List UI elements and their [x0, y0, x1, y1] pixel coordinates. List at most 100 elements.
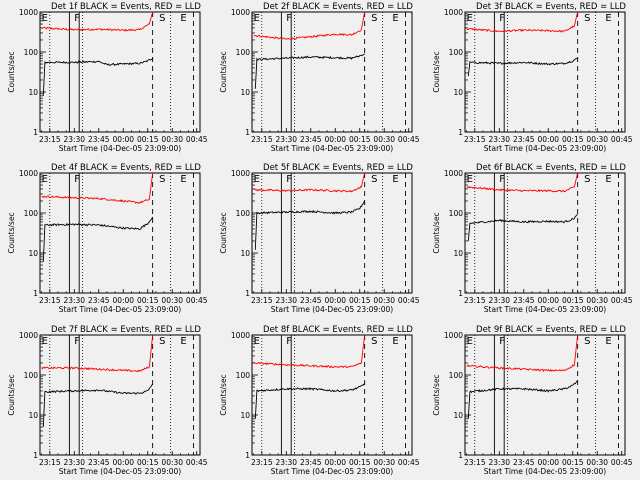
marker-f: F — [74, 336, 80, 347]
plot-frame — [39, 11, 201, 133]
x-tick-label: 00:15 — [349, 296, 371, 305]
x-tick-label: 00:00 — [112, 458, 134, 467]
plot-frame — [251, 334, 413, 456]
marker-e: E — [180, 174, 186, 185]
marker-s: S — [159, 174, 165, 185]
y-tick-label: 1000 — [444, 8, 463, 17]
y-tick-label: 10 — [28, 249, 38, 258]
x-tick-label: 00:15 — [137, 296, 159, 305]
x-tick-label: 00:45 — [398, 458, 420, 467]
x-tick-label: 23:30 — [63, 296, 85, 305]
plot-frame — [251, 172, 413, 294]
panel-det-7: Det 7f BLACK = Events, RED = LLD 1 10 100 10… — [7, 325, 208, 476]
x-tick-label: 00:45 — [611, 135, 633, 144]
x-axis-label: Start Time (04-Dec-05 23:09:00) — [271, 305, 393, 314]
series-lld-line — [466, 11, 579, 33]
x-tick-label: 00:45 — [611, 458, 633, 467]
panel-title: Det 7f BLACK = Events, RED = LLD — [51, 325, 201, 335]
panel-title: Det 1f BLACK = Events, RED = LLD — [51, 2, 201, 12]
y-tick-label: 1 — [458, 128, 463, 137]
y-tick-label: 10 — [240, 411, 250, 420]
marker-s: S — [584, 13, 590, 24]
x-axis-label: Start Time (04-Dec-05 23:09:00) — [271, 467, 393, 476]
y-tick-label: 1 — [245, 289, 250, 298]
marker-e: E — [180, 336, 186, 347]
series-lld-line — [253, 11, 366, 40]
x-tick-label: 23:30 — [63, 135, 85, 144]
series-lld-line — [253, 334, 366, 369]
x-tick-label: 00:30 — [373, 458, 395, 467]
plot-frame — [251, 11, 413, 133]
marker-s: S — [371, 174, 377, 185]
y-axis-label: Counts/sec — [7, 51, 16, 92]
y-tick-label: 1000 — [19, 8, 38, 17]
series-lld-line — [41, 11, 154, 32]
y-axis-label: Counts/sec — [432, 51, 441, 92]
series-events-line — [467, 57, 578, 77]
x-tick-label: 00:30 — [373, 296, 395, 305]
y-axis-label: Counts/sec — [432, 374, 441, 415]
panel-det-4: Det 4f BLACK = Events, RED = LLD 1 10 100 10… — [7, 163, 208, 314]
x-tick-label: 23:30 — [275, 458, 297, 467]
y-tick-label: 10 — [28, 411, 38, 420]
x-tick-label: 00:15 — [349, 135, 371, 144]
x-tick-label: 00:00 — [324, 296, 346, 305]
x-tick-label: 23:45 — [513, 296, 535, 305]
y-tick-label: 10 — [240, 249, 250, 258]
x-tick-label: 00:30 — [586, 458, 608, 467]
series-lld-line — [466, 172, 579, 193]
y-tick-label: 100 — [24, 371, 39, 380]
marker-e: E — [254, 13, 260, 24]
y-tick-label: 1000 — [231, 8, 250, 17]
series-events-line — [42, 216, 154, 262]
y-axis-label: Counts/sec — [7, 212, 16, 253]
y-tick-label: 1000 — [444, 331, 463, 340]
x-tick-label: 23:30 — [63, 458, 85, 467]
marker-e: E — [42, 174, 48, 185]
x-tick-label: 00:00 — [537, 296, 559, 305]
y-tick-label: 1 — [33, 128, 38, 137]
y-tick-label: 100 — [449, 48, 464, 57]
marker-e: E — [180, 13, 186, 24]
marker-f: F — [286, 13, 292, 24]
x-tick-label: 00:00 — [112, 296, 134, 305]
x-tick-label: 00:45 — [186, 458, 208, 467]
y-tick-label: 1000 — [19, 169, 38, 178]
y-tick-label: 100 — [236, 371, 251, 380]
y-tick-label: 1 — [33, 451, 38, 460]
panel-det-8: Det 8f BLACK = Events, RED = LLD 1 10 100 10… — [219, 325, 420, 476]
marker-s: S — [371, 336, 377, 347]
panel-det-6: Det 6f BLACK = Events, RED = LLD 1 10 100 10… — [432, 163, 633, 314]
marker-e: E — [605, 336, 611, 347]
x-tick-label: 23:30 — [488, 296, 510, 305]
marker-e: E — [467, 174, 473, 185]
x-tick-label: 00:15 — [137, 135, 159, 144]
marker-f: F — [74, 13, 80, 24]
marker-e: E — [605, 13, 611, 24]
x-tick-label: 23:15 — [464, 458, 486, 467]
plot-frame — [464, 334, 626, 456]
y-tick-label: 1000 — [19, 331, 38, 340]
marker-e: E — [392, 336, 398, 347]
x-tick-label: 23:15 — [251, 135, 273, 144]
y-axis-label: Counts/sec — [7, 374, 16, 415]
marker-e: E — [467, 336, 473, 347]
x-axis-label: Start Time (04-Dec-05 23:09:00) — [484, 467, 606, 476]
x-tick-label: 00:30 — [586, 296, 608, 305]
panel-title: Det 4f BLACK = Events, RED = LLD — [51, 163, 201, 173]
marker-e: E — [254, 336, 260, 347]
y-tick-label: 10 — [240, 88, 250, 97]
x-tick-label: 23:15 — [39, 458, 61, 467]
x-tick-label: 00:00 — [324, 458, 346, 467]
marker-f: F — [499, 174, 505, 185]
plot-frame — [464, 172, 626, 294]
x-axis-label: Start Time (04-Dec-05 23:09:00) — [59, 467, 181, 476]
panel-title: Det 9f BLACK = Events, RED = LLD — [476, 325, 626, 335]
series-events-line — [254, 383, 365, 419]
x-tick-label: 23:45 — [88, 296, 110, 305]
y-tick-label: 100 — [24, 209, 39, 218]
x-tick-label: 00:15 — [349, 458, 371, 467]
x-tick-label: 00:15 — [137, 458, 159, 467]
x-tick-label: 00:00 — [537, 458, 559, 467]
